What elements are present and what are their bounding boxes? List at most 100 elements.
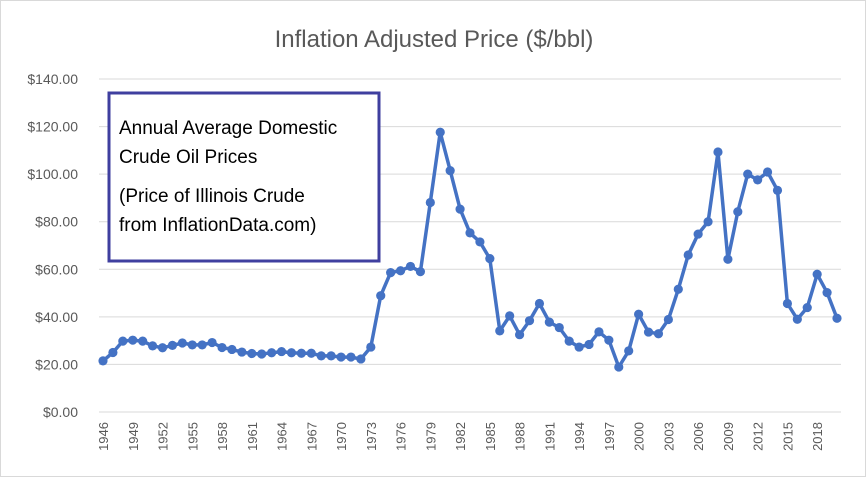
x-tick-label: 1982	[453, 422, 468, 451]
x-tick-label: 1979	[423, 422, 438, 451]
annotation-line-2: Crude Oil Prices	[119, 147, 257, 168]
x-tick-label: 2000	[632, 422, 647, 451]
annotation-box: Annual Average Domestic Crude Oil Prices…	[107, 91, 381, 263]
data-point	[296, 348, 306, 358]
data-point	[673, 284, 683, 294]
data-point	[108, 347, 118, 358]
data-point	[643, 327, 654, 337]
data-point	[703, 217, 713, 227]
x-tick-label: 1973	[364, 422, 379, 451]
y-tick-label: $120.00	[27, 119, 78, 135]
data-point	[197, 340, 207, 350]
data-point	[207, 337, 217, 348]
x-tick-label: 1997	[602, 422, 617, 451]
x-tick-label: 1967	[304, 422, 319, 451]
data-point	[782, 298, 793, 309]
y-tick-label: $40.00	[35, 309, 78, 325]
data-point	[485, 253, 495, 264]
data-point	[475, 237, 485, 247]
data-point	[683, 250, 693, 260]
y-axis-tick-labels: $0.00 $20.00 $40.00 $60.00 $80.00 $100.00 $120…	[27, 71, 78, 420]
data-point	[98, 356, 108, 366]
data-point	[128, 335, 138, 345]
data-point	[237, 347, 247, 357]
x-axis-tick-labels: 1946 1949 1952 1955 1958 1961 1964 1967 1970 1973…	[96, 422, 825, 451]
data-point	[445, 165, 455, 176]
x-tick-label: 2012	[751, 422, 766, 451]
x-tick-label: 1955	[185, 422, 200, 451]
y-tick-label: $60.00	[35, 261, 78, 277]
data-point	[524, 316, 535, 326]
data-point	[772, 185, 783, 195]
data-point	[217, 342, 227, 353]
data-point	[505, 311, 515, 321]
data-point	[257, 349, 267, 359]
data-point	[405, 261, 416, 272]
x-tick-label: 1949	[126, 422, 141, 451]
data-point	[326, 351, 336, 361]
data-point	[634, 309, 644, 319]
x-tick-label: 2009	[721, 422, 736, 451]
data-point	[495, 326, 505, 336]
data-point	[346, 352, 356, 362]
data-point	[138, 336, 148, 346]
data-point	[157, 343, 168, 353]
data-point	[177, 338, 187, 348]
x-tick-label: 1991	[542, 422, 557, 451]
data-point	[395, 266, 406, 276]
data-point	[733, 207, 743, 217]
data-point	[316, 351, 326, 361]
data-point	[554, 322, 564, 333]
data-point	[604, 335, 614, 345]
annotation-line-4: from InflationData.com)	[119, 215, 316, 236]
data-point	[386, 268, 396, 278]
data-point	[376, 291, 386, 301]
data-point	[544, 317, 554, 327]
data-point	[802, 302, 812, 313]
data-point	[653, 329, 664, 339]
y-tick-label: $80.00	[35, 214, 78, 230]
y-tick-label: $100.00	[27, 166, 78, 182]
annotation-line-1: Annual Average Domestic	[119, 118, 337, 139]
x-tick-label: 1985	[483, 422, 498, 451]
data-point	[624, 346, 634, 356]
data-point	[574, 342, 584, 352]
data-point	[713, 147, 723, 157]
data-point	[762, 167, 773, 177]
y-tick-label: $140.00	[27, 71, 78, 87]
data-point	[584, 339, 594, 350]
data-point	[187, 340, 197, 350]
data-point	[743, 169, 753, 179]
y-tick-label: $20.00	[35, 356, 78, 372]
x-tick-label: 1994	[572, 422, 587, 451]
data-point	[614, 362, 624, 372]
y-tick-label: $0.00	[43, 404, 78, 420]
x-tick-label: 1970	[334, 422, 349, 451]
x-tick-label: 1976	[394, 422, 409, 451]
data-point	[276, 346, 287, 357]
data-point	[247, 348, 257, 359]
data-point	[594, 327, 604, 337]
data-point	[435, 127, 445, 137]
annotation-line-3: (Price of Illinois Crude	[119, 186, 305, 207]
data-point	[514, 330, 525, 340]
data-point	[534, 298, 545, 309]
data-point	[723, 254, 733, 264]
x-tick-label: 2006	[691, 422, 706, 451]
x-tick-label: 1952	[156, 422, 171, 451]
data-point	[366, 342, 376, 352]
data-point	[118, 336, 128, 346]
x-tick-label: 2003	[661, 422, 676, 451]
data-point	[356, 354, 366, 364]
data-point	[693, 229, 703, 239]
data-point	[336, 352, 346, 362]
data-point	[306, 348, 316, 358]
data-point	[792, 314, 802, 324]
data-point	[564, 336, 574, 346]
data-point	[167, 340, 178, 350]
x-tick-label: 1964	[275, 422, 290, 451]
chart-title: Inflation Adjusted Price ($/bbl)	[275, 26, 594, 53]
data-point	[832, 313, 842, 323]
